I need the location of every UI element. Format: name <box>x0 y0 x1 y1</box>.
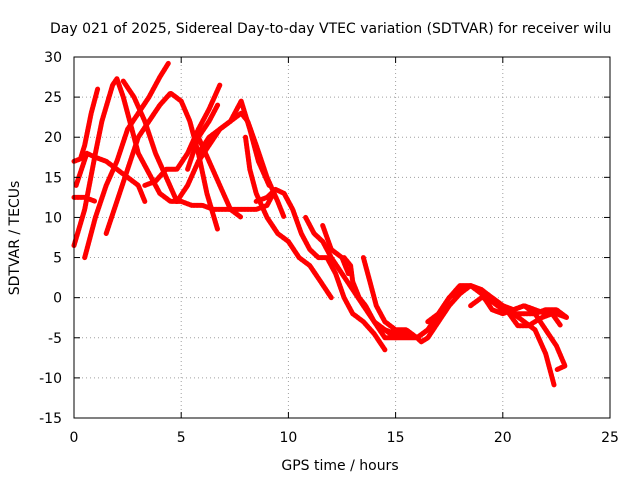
series-line-13 <box>243 134 334 301</box>
series-line-5 <box>71 86 101 164</box>
series-line-14 <box>253 186 388 353</box>
x-tick-label: 20 <box>494 430 512 446</box>
series-line-10 <box>185 102 221 172</box>
series-line-4 <box>82 60 171 261</box>
series-line-16 <box>320 223 351 277</box>
y-tick-label: 0 <box>53 291 62 307</box>
series-line-7 <box>120 78 180 204</box>
series-line-21 <box>468 295 568 373</box>
x-tick-label: 25 <box>601 430 619 446</box>
x-tick-label: 15 <box>387 430 405 446</box>
y-tick-label: 5 <box>53 251 62 267</box>
series-line-2 <box>73 150 148 204</box>
x-tick-label: 0 <box>70 430 79 446</box>
x-tick-label: 5 <box>177 430 186 446</box>
chart-title: Day 021 of 2025, Sidereal Day-to-day VTE… <box>50 21 611 37</box>
series-line-22 <box>506 311 564 329</box>
y-tick-label: 15 <box>44 170 62 186</box>
series-line-8 <box>142 82 223 188</box>
y-tick-label: -15 <box>39 411 62 427</box>
x-tick-label: 10 <box>279 430 297 446</box>
series-line-11 <box>195 134 244 220</box>
series-layer <box>71 60 570 389</box>
y-axis-label: SDTVAR / TECUs <box>7 181 23 296</box>
series-line-3 <box>71 194 98 204</box>
x-axis-label: GPS time / hours <box>281 458 398 474</box>
tick-layer: 0 5 10 15 20 25 -15 -10 -5 0 5 10 15 20 25 30 <box>39 50 619 446</box>
series-line-1 <box>71 76 276 248</box>
y-tick-label: 20 <box>44 130 62 146</box>
series-line-20 <box>425 283 557 389</box>
plot-frame <box>73 56 611 419</box>
series-line-18 <box>360 255 570 341</box>
series-line-19 <box>382 283 570 345</box>
y-tick-label: 30 <box>44 50 62 66</box>
y-tick-label: 25 <box>44 90 62 106</box>
y-tick-label: -10 <box>39 371 62 387</box>
y-tick-label: 10 <box>44 210 62 226</box>
y-tick-label: -5 <box>48 331 62 347</box>
